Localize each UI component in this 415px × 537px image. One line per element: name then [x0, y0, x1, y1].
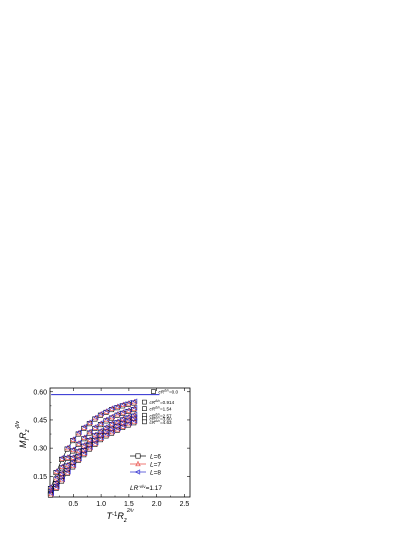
x-tick-label: 2.5	[180, 501, 190, 508]
data-point	[48, 490, 54, 496]
data-point	[109, 413, 115, 419]
x-axis-label: T-1Rz2/ν	[106, 508, 134, 524]
data-point	[131, 418, 138, 424]
plot-area: 0.5 1.0 1.5 2.0 2.5 0.15 0.30 0.45 0.60 T-1Rz2/ν M…	[15, 387, 191, 524]
data-point	[120, 419, 127, 425]
curve-label: cRΔ/ν=3.60	[149, 415, 172, 421]
curve-label: cRΔ/ν=0.0	[158, 389, 178, 395]
data-point	[115, 425, 121, 432]
data-point	[87, 419, 93, 425]
data-point	[126, 399, 132, 406]
data-point	[104, 407, 110, 414]
data-point	[92, 423, 99, 430]
x-tick-label: 1.0	[96, 501, 106, 508]
legend-marker	[134, 469, 141, 475]
data-point	[81, 423, 88, 430]
data-point	[76, 439, 82, 446]
curve-label-marker	[142, 406, 147, 411]
data-point	[70, 436, 77, 442]
data-point	[115, 418, 121, 424]
data-point	[104, 431, 110, 437]
data-point	[65, 468, 71, 475]
data-point	[120, 422, 127, 429]
data-point	[131, 398, 138, 404]
data-point	[115, 410, 121, 417]
x-tick-label: 1.5	[124, 501, 134, 508]
data-point	[109, 424, 115, 431]
data-point	[65, 444, 71, 450]
curve-label-marker	[151, 389, 156, 394]
curve-label: cRΔ/ν=2.57	[149, 412, 172, 418]
data-point	[115, 403, 121, 409]
legend-marker	[135, 460, 141, 467]
legend-marker	[135, 453, 141, 459]
curve-label-marker	[142, 419, 147, 425]
data-point	[81, 450, 88, 456]
y-tick-label: 0.30	[33, 446, 47, 453]
data-point	[126, 420, 132, 426]
data-point	[70, 446, 77, 452]
data-point	[120, 415, 127, 421]
y-tick-label: 0.45	[33, 417, 47, 424]
data-point	[92, 414, 99, 420]
data-point	[76, 429, 82, 435]
curve-label: cRΔ/ν=0.914	[149, 399, 174, 405]
data-point	[104, 416, 110, 422]
data-point	[54, 484, 60, 490]
data-point	[87, 428, 93, 434]
data-point	[120, 408, 127, 415]
x-tick-label: 2.0	[152, 501, 162, 508]
data-point	[70, 462, 77, 468]
data-point	[81, 434, 88, 440]
data-point	[87, 444, 93, 450]
data-point	[98, 420, 104, 426]
legend-label: L=6	[150, 454, 161, 461]
data-point	[126, 413, 132, 419]
data-point	[76, 455, 82, 462]
legend-label: L=7	[150, 462, 161, 469]
data-point	[131, 405, 138, 411]
y-tick-label: 0.60	[33, 389, 47, 396]
data-point	[115, 421, 121, 428]
plot-frame	[49, 387, 191, 498]
data-point	[98, 410, 104, 417]
data-point	[131, 414, 138, 421]
y-tick-label: 0.15	[33, 474, 47, 481]
curve-label: cRΔ/ν=1.54	[149, 406, 172, 412]
data-point	[126, 406, 132, 413]
data-point	[109, 428, 115, 434]
x-tick-label: 0.5	[68, 501, 78, 508]
data-point	[92, 439, 99, 446]
data-point	[109, 420, 115, 426]
data-point	[104, 427, 110, 434]
data-point	[104, 423, 110, 430]
curve-label: cRΔ/ν=4.63	[149, 419, 172, 425]
data-point	[59, 476, 65, 482]
data-point	[126, 416, 132, 423]
annotation-text: LR-ν/ν=1.17	[130, 484, 162, 493]
legend-label: L=8	[150, 470, 161, 477]
data-point	[54, 468, 60, 474]
data-point	[98, 435, 104, 441]
curve-label-marker	[142, 399, 147, 405]
data-point	[131, 411, 138, 418]
y-axis-label: MIRz-β/ν	[15, 420, 31, 448]
data-point	[109, 405, 115, 411]
data-point	[120, 401, 127, 407]
